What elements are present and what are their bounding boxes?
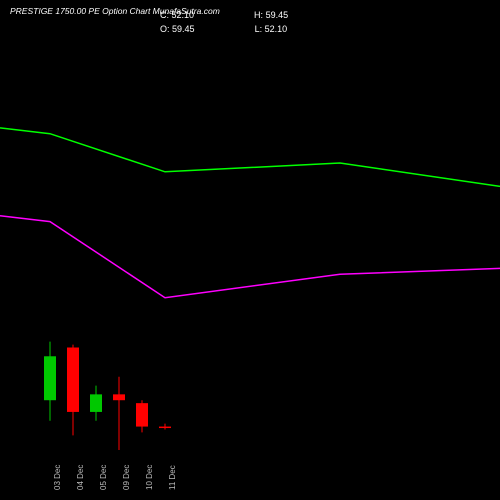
x-axis-label: 05 Dec xyxy=(99,465,108,490)
chart-container: PRESTIGE 1750.00 PE Option Chart MunafaS… xyxy=(0,0,500,500)
x-axis-label: 11 Dec xyxy=(168,465,177,490)
candle-body xyxy=(44,356,56,400)
x-axis-label: 04 Dec xyxy=(76,465,85,490)
lower-line xyxy=(0,216,500,298)
x-axis-label: 10 Dec xyxy=(145,465,154,490)
upper-line xyxy=(0,128,500,187)
x-axis-label: 09 Dec xyxy=(122,465,131,490)
candle-body xyxy=(159,427,171,428)
chart-plot xyxy=(0,0,500,500)
x-axis-label: 03 Dec xyxy=(53,465,62,490)
candle-body xyxy=(67,348,79,412)
candle-body xyxy=(90,394,102,412)
candle-body xyxy=(136,403,148,426)
candle-body xyxy=(113,394,125,400)
